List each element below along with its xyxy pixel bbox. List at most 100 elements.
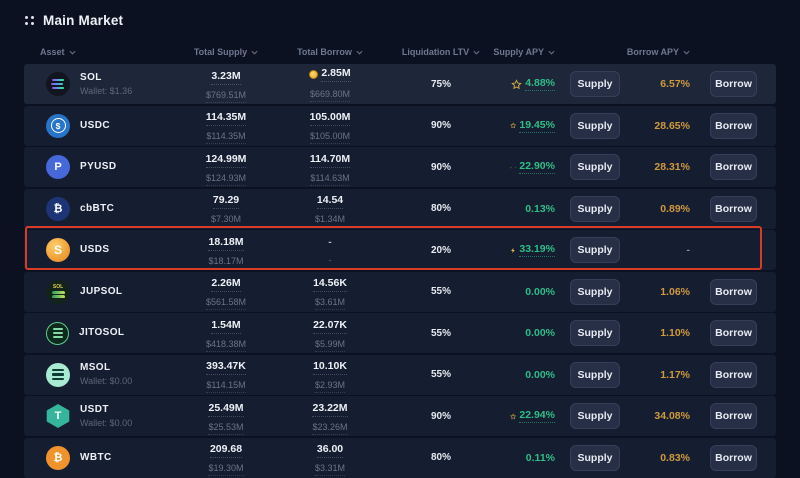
borrow-apy-cell: 34.08% [620,410,690,422]
asset-name: cbBTC [80,202,115,214]
supply-apy-value: 22.94% [519,409,555,423]
supply-button[interactable]: Supply [570,320,620,346]
total-supply-cell: 79.29 $7.30M [164,190,288,227]
chevron-down-icon [683,50,690,55]
liquidation-ltv-value: 80% [430,203,451,214]
borrow-button[interactable]: Borrow [710,444,757,471]
table-header-row: Asset Total Supply Total Borrow Liquidation… [24,44,776,60]
total-borrow-usd: $669.80M [309,88,351,102]
supply-button[interactable]: Supply [570,71,620,97]
total-borrow-value: 23.22M [312,402,348,417]
grid-dots-icon[interactable] [25,15,34,25]
table-row-sol[interactable]: SOL Wallet: $1.36 3.23M $769.51M 2.85M $… [24,64,776,104]
borrow-apy-value: 0.89% [660,202,690,215]
star-icon [510,166,512,168]
supply-button[interactable]: Supply [570,278,620,305]
supply-apy-value: 0.00% [525,368,555,381]
total-borrow-usd: $23.26M [312,421,348,435]
column-header-borrow-apy[interactable]: Borrow APY [620,47,690,57]
supply-apy-value: 0.00% [525,327,555,339]
borrow-apy-value: 6.57% [660,78,690,90]
table-row-wbtc[interactable]: ₿ WBTC 209.68 $19.30M 36.00 $3.31M 80% 0… [24,437,776,478]
total-borrow-usd: $5.99M [314,338,346,352]
lightning-icon [515,166,516,168]
borrow-apy-value: 34.08% [654,410,690,422]
supply-button[interactable]: Supply [570,444,620,471]
total-supply-usd: $418.38M [205,338,247,352]
table-row-pyusd[interactable]: P PYUSD 124.99M $124.93M 114.70M $114.63… [24,147,776,187]
total-borrow-value: - [328,236,332,248]
chevron-down-icon [68,50,76,55]
sol-icon [46,72,70,96]
borrow-button[interactable]: Borrow [710,320,757,346]
liquidation-ltv-value: 55% [430,327,451,339]
asset-name: WBTC [80,451,112,463]
column-header-total-supply[interactable]: Total Supply [164,47,288,57]
total-borrow-value: 10.10K [313,360,347,375]
table-row-jupsol[interactable]: SOL JUPSOL 2.26M $561.58M 14.56K $3.61M … [24,271,776,312]
chevron-down-icon [251,50,258,55]
borrow-button[interactable]: Borrow [710,154,757,180]
total-borrow-cell: - - [288,232,372,268]
wallet-balance: Wallet: $0.00 [80,417,133,428]
supply-button[interactable]: Supply [570,237,620,263]
wallet-balance: Wallet: $1.36 [80,85,133,96]
borrow-apy-cell: 1.06% [620,286,690,298]
borrow-button[interactable]: Borrow [710,71,757,97]
supply-apy-cell: 0.00% [510,286,555,298]
total-borrow-value: 2.85M [321,67,351,82]
total-borrow-usd: - [328,255,332,265]
supply-button[interactable]: Supply [570,154,620,180]
asset-name: PYUSD [80,161,117,172]
supply-button[interactable]: Supply [570,112,620,139]
reward-coin-icon [309,70,319,79]
total-supply-usd: $114.15M [206,379,246,393]
star-icon [511,78,523,89]
table-row-jitosol[interactable]: JITOSOL 1.54M $418.38M 22.07K $5.99M 55%… [24,313,776,353]
borrow-apy-value: 28.31% [654,161,690,173]
table-row-usdc[interactable]: $ USDC 114.35M $114.35M 105.00M $105.00M… [24,105,776,146]
star-icon [510,412,517,419]
supply-apy-cell: 0.13% [510,203,555,215]
total-supply-value: 124.99M [205,153,247,168]
borrow-button[interactable]: Borrow [710,278,757,305]
total-supply-cell: 1.54M $418.38M [164,315,288,352]
supply-apy-cell: 22.90% [510,160,555,174]
table-row-cbbtc[interactable]: ₿ cbBTC 79.29 $7.30M 14.54 $1.34M 80% 0.… [24,188,776,229]
supply-apy-cell: 22.94% [510,409,555,423]
supply-apy-cell: 33.19% [510,243,555,257]
table-row-usds[interactable]: S USDS 18.18M $18.17M - - 20% 33.19% Sup… [24,230,776,270]
borrow-apy-cell: 1.10% [620,327,690,339]
column-header-supply-apy[interactable]: Supply APY [493,47,555,57]
supply-button[interactable]: Supply [570,403,620,429]
borrow-button[interactable]: Borrow [710,361,757,388]
supply-button[interactable]: Supply [570,361,620,388]
table-row-usdt[interactable]: T USDT Wallet: $0.00 25.49M $25.53M 23.2… [24,396,776,436]
borrow-button[interactable]: Borrow [710,112,757,139]
total-borrow-cell: 22.07K $5.99M [288,315,372,352]
borrow-button[interactable]: Borrow [710,195,757,222]
asset-name: USDS [80,244,110,255]
column-header-asset[interactable]: Asset [24,47,164,57]
supply-button[interactable]: Supply [570,195,620,222]
supply-apy-cell: 0.11% [510,452,555,464]
borrow-apy-value: 0.83% [660,451,690,464]
total-supply-cell: 3.23M $769.51M [164,66,288,103]
wallet-balance: Wallet: $0.00 [80,376,133,386]
table-row-msol[interactable]: MSOL Wallet: $0.00 393.47K $114.15M 10.1… [24,354,776,395]
total-borrow-cell: 114.70M $114.63M [288,149,372,186]
total-borrow-cell: 2.85M $669.80M [288,66,372,102]
column-header-total-borrow[interactable]: Total Borrow [288,47,372,57]
total-borrow-usd: $3.61M [314,296,346,310]
total-supply-value: 209.68 [209,443,243,458]
borrow-apy-cell: - [620,244,691,256]
total-borrow-value: 36.00 [316,443,344,458]
total-supply-value: 18.18M [208,236,244,251]
borrow-button[interactable]: Borrow [710,403,757,429]
liquidation-ltv-value: 55% [430,369,451,380]
column-header-liquidation-ltv[interactable]: Liquidation LTV [372,47,510,57]
asset-name: USDC [80,119,110,131]
total-supply-value: 114.35M [205,111,247,126]
total-supply-value: 1.54M [211,319,241,334]
borrow-apy-cell: 0.89% [620,203,690,215]
